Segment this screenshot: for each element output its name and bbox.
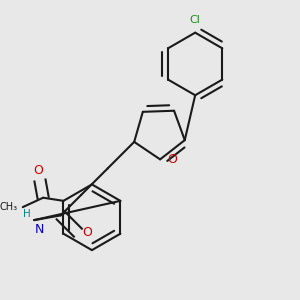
Text: N: N (35, 223, 44, 236)
Text: O: O (34, 164, 44, 177)
Text: Cl: Cl (190, 15, 201, 25)
Text: O: O (167, 153, 177, 166)
Text: CH₃: CH₃ (0, 202, 17, 212)
Text: O: O (82, 226, 92, 239)
Text: H: H (23, 208, 31, 218)
